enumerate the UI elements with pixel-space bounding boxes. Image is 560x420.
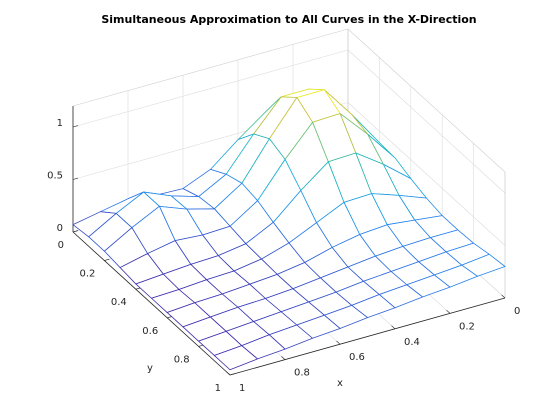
x-tick bbox=[501, 294, 506, 299]
x-tick-label: 0 bbox=[514, 306, 520, 317]
x-tick-label: 0.4 bbox=[404, 337, 420, 348]
y-tick-label: 0.6 bbox=[142, 326, 158, 337]
x-tick-label: 1 bbox=[239, 383, 245, 394]
chart-title: Simultaneous Approximation to All Curves… bbox=[101, 13, 476, 26]
y-tick-label: 0.8 bbox=[174, 354, 190, 365]
x-tick bbox=[281, 356, 286, 360]
wall bbox=[73, 29, 348, 232]
grid-line bbox=[347, 49, 506, 194]
y-tick-label: 0.4 bbox=[111, 297, 127, 308]
x-tick bbox=[391, 325, 396, 330]
y-tick-label: 1 bbox=[215, 383, 221, 394]
z-tick-label: 0.5 bbox=[47, 171, 63, 182]
y-tick bbox=[229, 373, 236, 376]
x-axis bbox=[229, 297, 506, 376]
grid-line bbox=[347, 102, 506, 246]
x-tick bbox=[446, 309, 451, 314]
x-tick bbox=[336, 340, 341, 345]
x-tick-label: 0.8 bbox=[294, 368, 310, 379]
box-edge bbox=[347, 28, 506, 173]
x-tick-label: 0.2 bbox=[459, 321, 475, 332]
box-edge bbox=[72, 28, 349, 107]
mesh-cell bbox=[213, 345, 258, 371]
y-tick bbox=[72, 230, 79, 233]
y-tick bbox=[104, 258, 110, 261]
y-tick-label: 0.2 bbox=[79, 269, 95, 280]
y-tick-label: 0 bbox=[58, 240, 64, 251]
x-tick-label: 0.6 bbox=[349, 352, 365, 363]
y-axis-label: y bbox=[147, 363, 153, 374]
x-tick bbox=[226, 371, 231, 376]
z-tick bbox=[72, 177, 79, 180]
z-tick bbox=[72, 125, 79, 128]
y-axis bbox=[72, 231, 231, 376]
x-axis-label: x bbox=[337, 378, 343, 389]
z-tick-label: 0 bbox=[57, 223, 63, 234]
z-tick-label: 1 bbox=[57, 118, 63, 129]
grid-line bbox=[72, 49, 349, 128]
